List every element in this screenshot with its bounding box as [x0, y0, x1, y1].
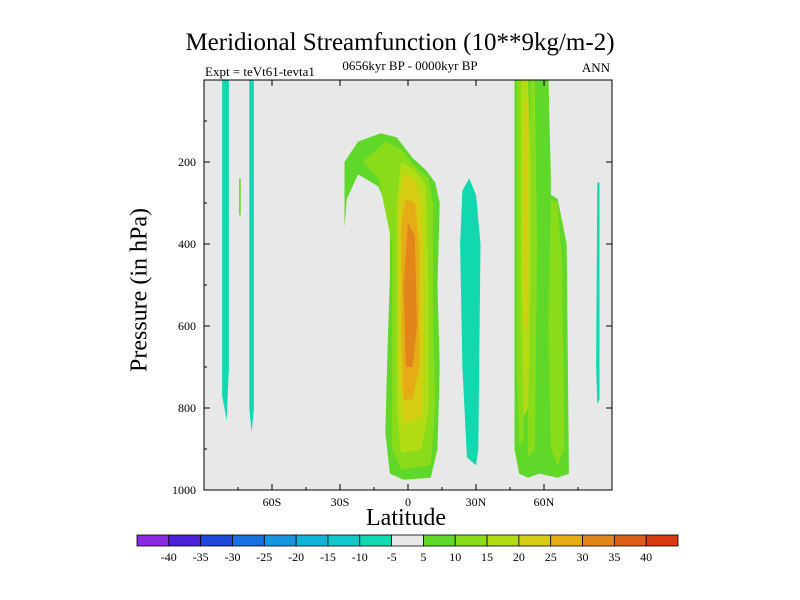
- colorbar-label: -15: [320, 550, 336, 564]
- contour-region-neg-cell-south-polar-3: [239, 178, 241, 216]
- colorbar-swatch: [200, 534, 233, 547]
- x-tick-label: 30N: [466, 495, 487, 509]
- colorbar-label: -5: [387, 550, 397, 564]
- colorbar-swatch: [518, 534, 552, 547]
- x-tick-label: 30S: [331, 495, 350, 509]
- colorbar-swatch: [486, 534, 520, 547]
- season-label: ANN: [581, 60, 610, 75]
- colorbar-swatch: [168, 534, 202, 547]
- chart-title: Meridional Streamfunction (10**9kg/m-2): [185, 29, 615, 56]
- colorbar-swatch: [232, 534, 265, 547]
- contour-region-pos-cell-hadley-30: [403, 223, 418, 367]
- colorbar-swatch: [613, 534, 647, 547]
- colorbar-label: -10: [352, 550, 368, 564]
- contour-region-neg-cell-ferrel-south: [460, 178, 481, 466]
- colorbar-swatch: [295, 534, 329, 547]
- colorbar-label: 15: [481, 550, 493, 564]
- contour-region-pos-cell-north-20: [523, 100, 529, 326]
- contour-region-neg-cell-south-polar-2: [249, 80, 254, 433]
- colorbar-swatch: [423, 534, 456, 547]
- colorbar-swatch: [550, 534, 583, 547]
- colorbar-label: 35: [608, 550, 620, 564]
- colorbar-swatch: [136, 534, 170, 547]
- y-tick-label: 800: [178, 401, 196, 415]
- colorbar-swatch: [645, 534, 679, 547]
- x-tick-label: 60N: [534, 495, 555, 509]
- colorbar-label: -30: [224, 550, 240, 564]
- colorbar-swatch: [454, 534, 488, 547]
- colorbar-swatch: [359, 534, 392, 547]
- colorbar-label: -40: [161, 550, 177, 564]
- colorbar-swatch: [263, 534, 297, 547]
- experiment-label: Expt = teVt61-tevta1: [205, 64, 315, 79]
- colorbar-label: 25: [545, 550, 557, 564]
- colorbar-swatch: [327, 534, 361, 547]
- colorbar-swatch: [582, 534, 615, 547]
- colorbar-label: -35: [193, 550, 209, 564]
- colorbar-label: -25: [256, 550, 272, 564]
- colorbar-label: -20: [288, 550, 304, 564]
- x-tick-label: 0: [405, 495, 411, 509]
- x-axis-label: Latitude: [366, 505, 446, 531]
- x-tick-label: 60S: [263, 495, 282, 509]
- y-tick-label: 200: [178, 155, 196, 169]
- contour-region-neg-cell-north-polar: [596, 182, 600, 404]
- colorbar-label: 30: [577, 550, 589, 564]
- colorbar-label: 5: [420, 550, 426, 564]
- colorbar-label: 20: [513, 550, 525, 564]
- y-tick-label: 400: [178, 237, 196, 251]
- y-tick-label: 600: [178, 319, 196, 333]
- contour-region-neg-cell-south-polar-1: [222, 80, 229, 421]
- colorbar-swatch: [391, 534, 424, 547]
- colorbar-label: 10: [449, 550, 461, 564]
- y-tick-label: 1000: [172, 483, 196, 497]
- colorbar-label: 40: [640, 550, 652, 564]
- contour-region-pos-cell-north-10c: [548, 198, 565, 466]
- period-label: 0656kyr BP - 0000kyr BP: [342, 58, 478, 73]
